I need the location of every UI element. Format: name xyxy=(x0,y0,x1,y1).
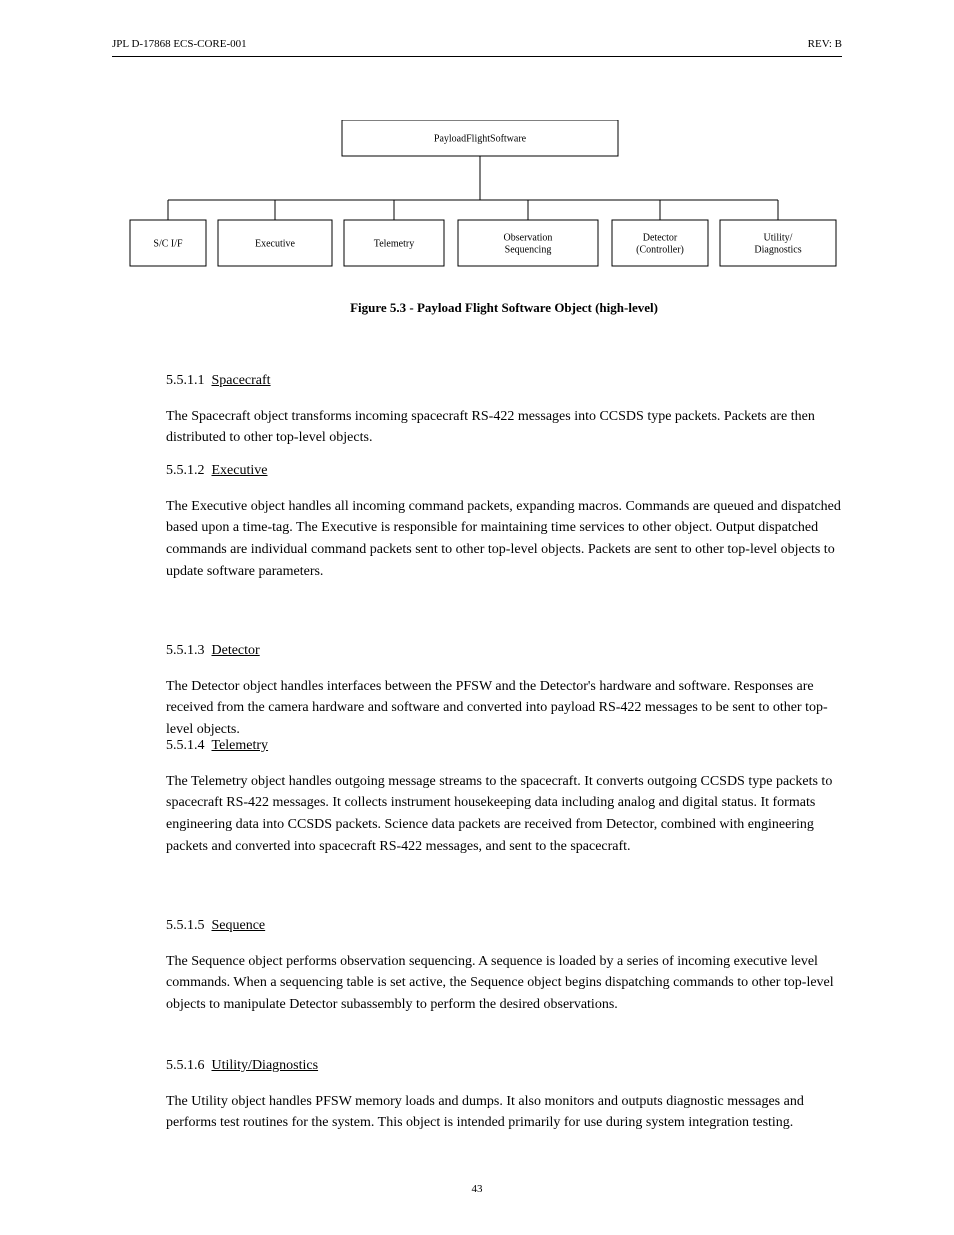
section-number: 5.5.1.2 xyxy=(166,463,212,478)
tree-svg: PayloadFlightSoftware S/C I/F Executive Tel… xyxy=(112,120,842,300)
section: 5.5.1.4 Telemetry The Telemetry object ha… xyxy=(166,735,842,857)
section-heading: 5.5.1.2 Executive xyxy=(166,460,842,482)
section-body: The Utility object handles PFSW memory l… xyxy=(166,1091,842,1134)
section-heading: 5.5.1.4 Telemetry xyxy=(166,735,842,757)
svg-text:Diagnostics: Diagnostics xyxy=(754,244,801,255)
section-title: Detector xyxy=(212,643,260,658)
svg-text:(Controller): (Controller) xyxy=(636,244,684,255)
section-heading: 5.5.1.5 Sequence xyxy=(166,915,842,937)
section-body: The Telemetry object handles outgoing me… xyxy=(166,771,842,858)
svg-text:Utility/: Utility/ xyxy=(764,232,793,243)
svg-text:Detector: Detector xyxy=(643,232,678,243)
svg-text:Observation: Observation xyxy=(504,232,553,243)
svg-text:Executive: Executive xyxy=(255,238,296,249)
section-heading: 5.5.1.3 Detector xyxy=(166,640,842,662)
svg-text:S/C I/F: S/C I/F xyxy=(153,238,183,249)
figure-caption: Figure 5.3 - Payload Flight Software Obj… xyxy=(166,298,842,318)
page-number: 43 xyxy=(0,1183,954,1195)
section-body: The Sequence object performs observation… xyxy=(166,951,842,1016)
svg-text:Sequencing: Sequencing xyxy=(505,244,552,255)
section-number: 5.5.1.5 xyxy=(166,918,212,933)
section-number: 5.5.1.1 xyxy=(166,373,212,388)
page: JPL D-17868 ECS-CORE-001 REV: B PayloadF… xyxy=(0,0,954,1235)
section-title: Utility/Diagnostics xyxy=(212,1058,319,1073)
section: 5.5.1.3 Detector The Detector object hand… xyxy=(166,640,842,741)
section-body: The Spacecraft object transforms incomin… xyxy=(166,406,842,449)
section-title: Telemetry xyxy=(212,738,269,753)
header-left: JPL D-17868 ECS-CORE-001 xyxy=(112,38,247,50)
section: 5.5.1.1 Spacecraft The Spacecraft object … xyxy=(166,370,842,449)
section-title: Sequence xyxy=(212,918,266,933)
header-rule xyxy=(112,56,842,57)
section: 5.5.1.2 Executive The Executive object ha… xyxy=(166,460,842,582)
section-body: The Executive object handles all incomin… xyxy=(166,496,842,583)
section-heading: 5.5.1.6 Utility/Diagnostics xyxy=(166,1055,842,1077)
section-number: 5.5.1.3 xyxy=(166,643,212,658)
svg-text:PayloadFlightSoftware: PayloadFlightSoftware xyxy=(434,133,527,144)
section-number: 5.5.1.4 xyxy=(166,738,212,753)
org-tree-figure: PayloadFlightSoftware S/C I/F Executive Tel… xyxy=(112,120,842,300)
section-number: 5.5.1.6 xyxy=(166,1058,212,1073)
section-heading: 5.5.1.1 Spacecraft xyxy=(166,370,842,392)
section: 5.5.1.6 Utility/Diagnostics The Utility o… xyxy=(166,1055,842,1134)
section-title: Executive xyxy=(212,463,268,478)
section-body: The Detector object handles interfaces b… xyxy=(166,676,842,741)
section: 5.5.1.5 Sequence The Sequence object perf… xyxy=(166,915,842,1016)
section-title: Spacecraft xyxy=(212,373,271,388)
header-right: REV: B xyxy=(808,38,842,50)
svg-text:Telemetry: Telemetry xyxy=(374,238,414,249)
